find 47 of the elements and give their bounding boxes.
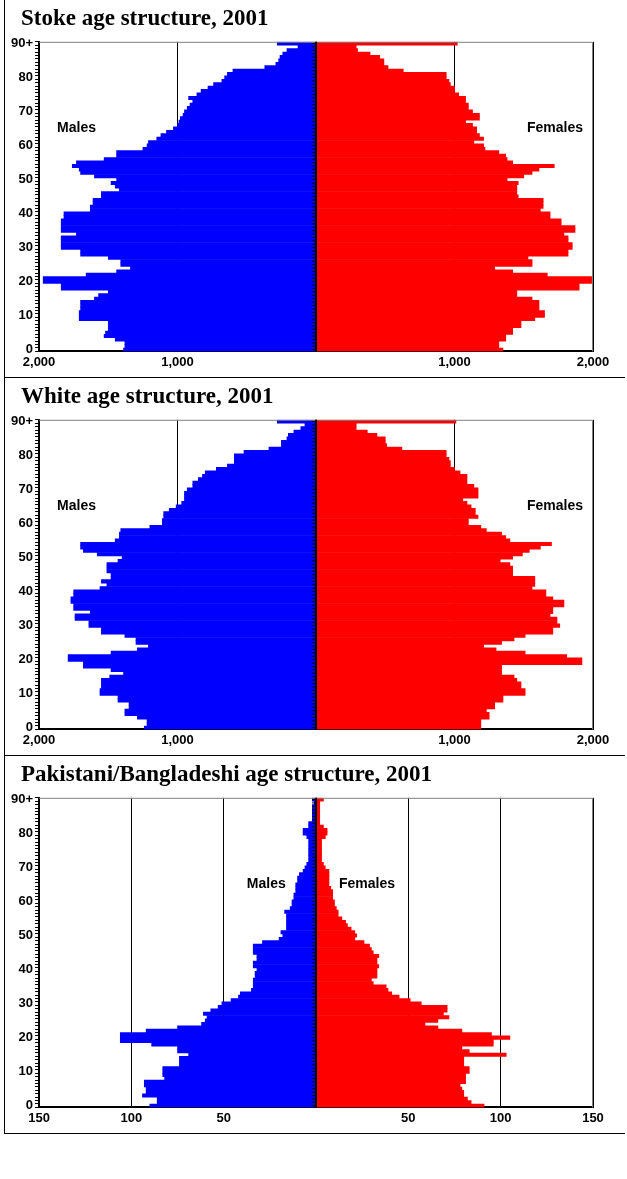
- y-tick-label: 40: [18, 961, 34, 977]
- y-tick-label: 30: [18, 617, 34, 633]
- x-tick-label: 1,000: [161, 353, 194, 369]
- y-tick-label: 60: [18, 137, 34, 153]
- y-tick-label: 70: [18, 481, 34, 497]
- series-label: Females: [526, 119, 584, 136]
- y-tick-label: 60: [18, 515, 34, 531]
- series-label: Females: [338, 875, 396, 892]
- chart-title: White age structure, 2001: [20, 382, 275, 410]
- x-tick-label: 1,000: [438, 353, 471, 369]
- text: Females: [526, 497, 584, 514]
- series-label: Males: [246, 875, 286, 892]
- x-tick-label: 100: [489, 1109, 512, 1125]
- x-tick-label: 50: [216, 1109, 231, 1125]
- x-tick-label: 1,000: [161, 731, 194, 747]
- y-tick-label: 90+: [10, 791, 34, 807]
- y-tick-label: 50: [18, 171, 34, 187]
- y-tick-label: 50: [18, 927, 34, 943]
- text: Males: [57, 497, 97, 514]
- chart-title: Stoke age structure, 2001: [20, 4, 270, 32]
- y-tick-label: 70: [18, 103, 34, 119]
- y-tick-label: 10: [18, 1063, 34, 1079]
- y-tick-label: 20: [18, 651, 34, 667]
- y-tick-label: 90+: [10, 413, 34, 429]
- y-tick-label: 80: [18, 825, 34, 841]
- y-tick-label: 40: [18, 205, 34, 221]
- chart-title: Pakistani/Bangladeshi age structure, 2001: [20, 760, 434, 788]
- y-tick-label: 80: [18, 447, 34, 463]
- x-tick-label: 150: [582, 1109, 604, 1125]
- x-tick-label: 2,000: [576, 731, 610, 747]
- y-tick-label: 70: [18, 859, 34, 875]
- y-tick-label: 10: [18, 307, 34, 323]
- y-tick-label: 10: [18, 685, 34, 701]
- x-tick-label: 1,000: [438, 731, 471, 747]
- y-tick-label: 30: [18, 239, 34, 255]
- y-tick-label: 50: [18, 549, 34, 565]
- y-tick-label: 30: [18, 995, 34, 1011]
- y-tick-label: 20: [18, 1029, 34, 1045]
- series-label: Males: [57, 119, 97, 136]
- y-tick-label: 20: [18, 273, 34, 289]
- y-tick-label: 40: [18, 583, 34, 599]
- y-tick-label: 80: [18, 69, 34, 85]
- x-tick-label: 100: [120, 1109, 143, 1125]
- y-tick-label: 90+: [10, 35, 34, 51]
- x-tick-label: 2,000: [576, 353, 610, 369]
- y-tick-label: 60: [18, 893, 34, 909]
- x-tick-label: 50: [401, 1109, 416, 1125]
